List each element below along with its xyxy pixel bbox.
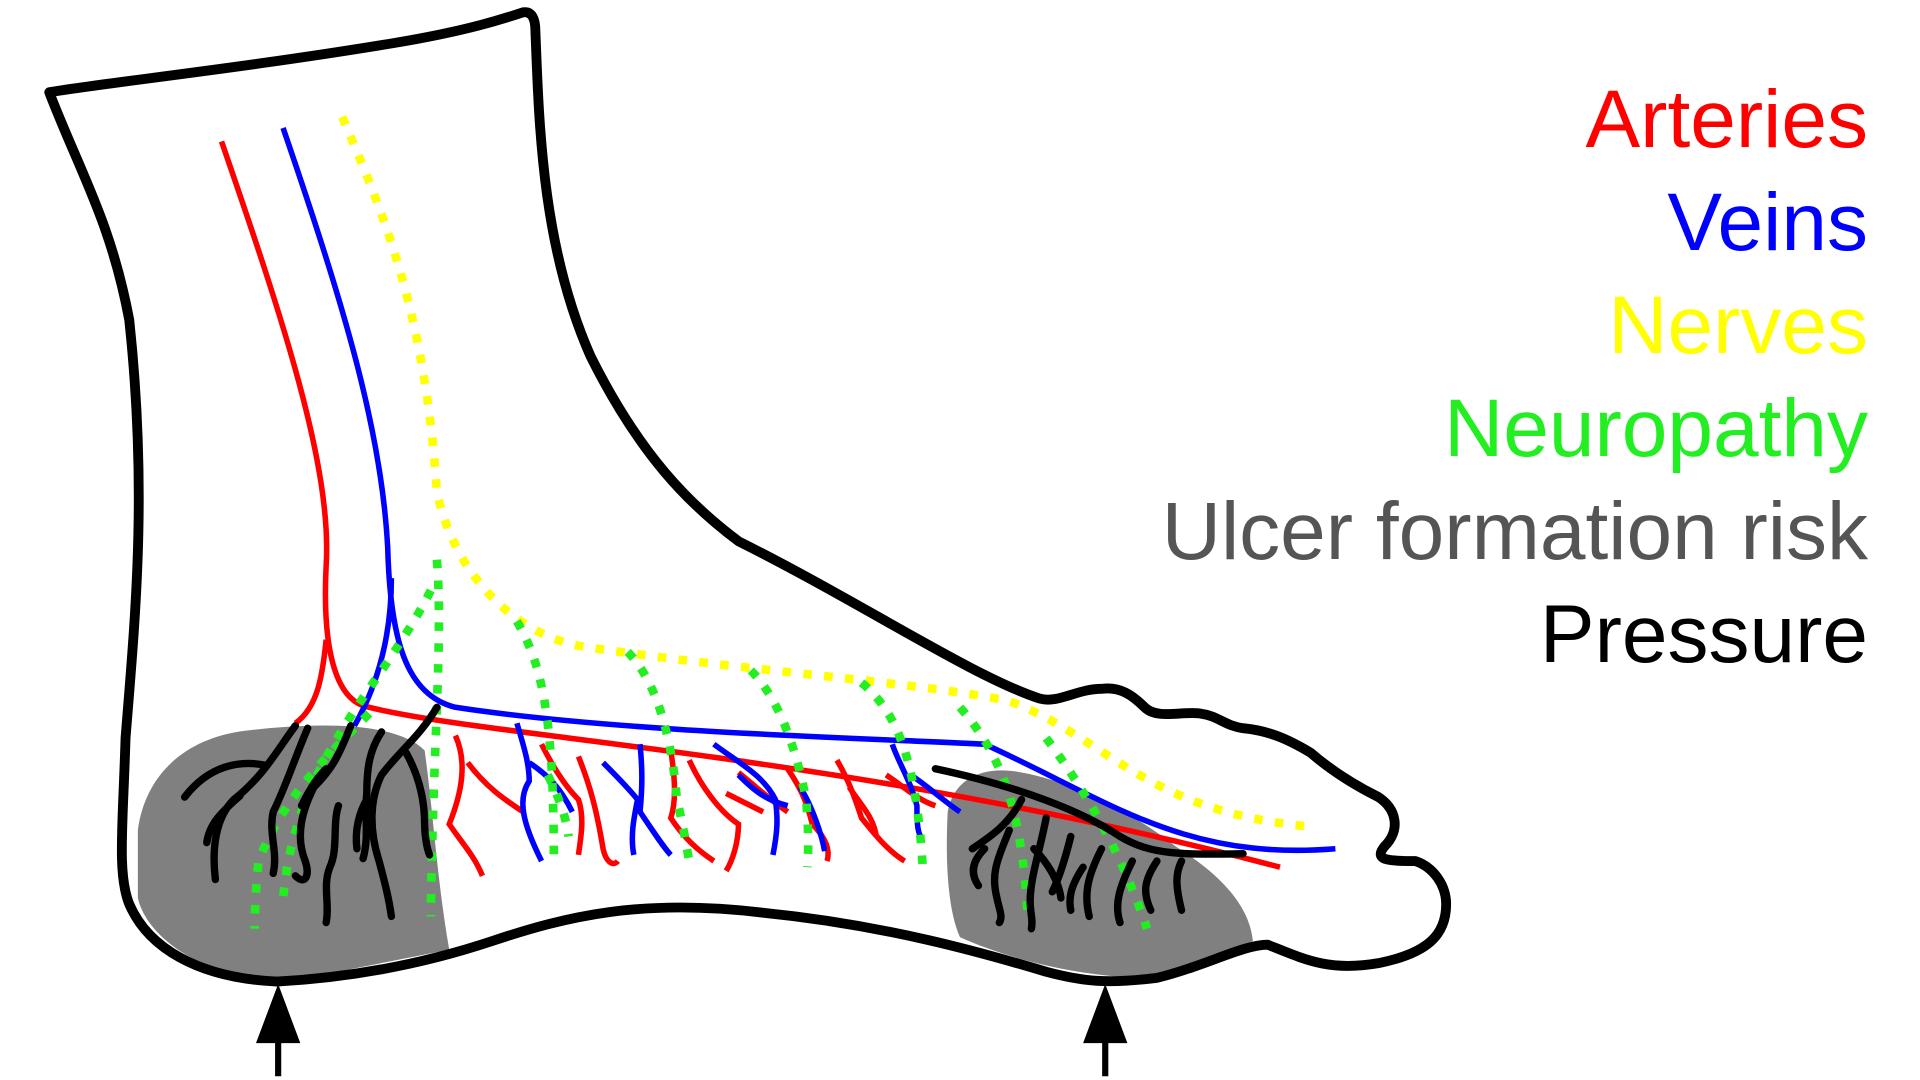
legend-veins: Veins <box>1667 177 1868 268</box>
legend-pressure: Pressure <box>1539 589 1868 680</box>
legend: Arteries Veins Nerves Neuropathy Ulcer f… <box>1162 68 1868 686</box>
pressure-lines <box>180 703 1247 933</box>
forefoot-pressure-arrow <box>1083 984 1128 1077</box>
nerves <box>338 115 1312 831</box>
legend-ulcer-formation-risk: Ulcer formation risk <box>1161 486 1868 577</box>
veins <box>280 127 1336 863</box>
ulcer-zone-forefoot <box>946 770 1253 978</box>
legend-arteries: Arteries <box>1585 74 1868 165</box>
legend-neuropathy: Neuropathy <box>1444 383 1868 474</box>
foot-outline <box>44 7 1452 987</box>
legend-nerves: Nerves <box>1608 280 1868 371</box>
heel-pressure-arrow <box>256 984 301 1077</box>
